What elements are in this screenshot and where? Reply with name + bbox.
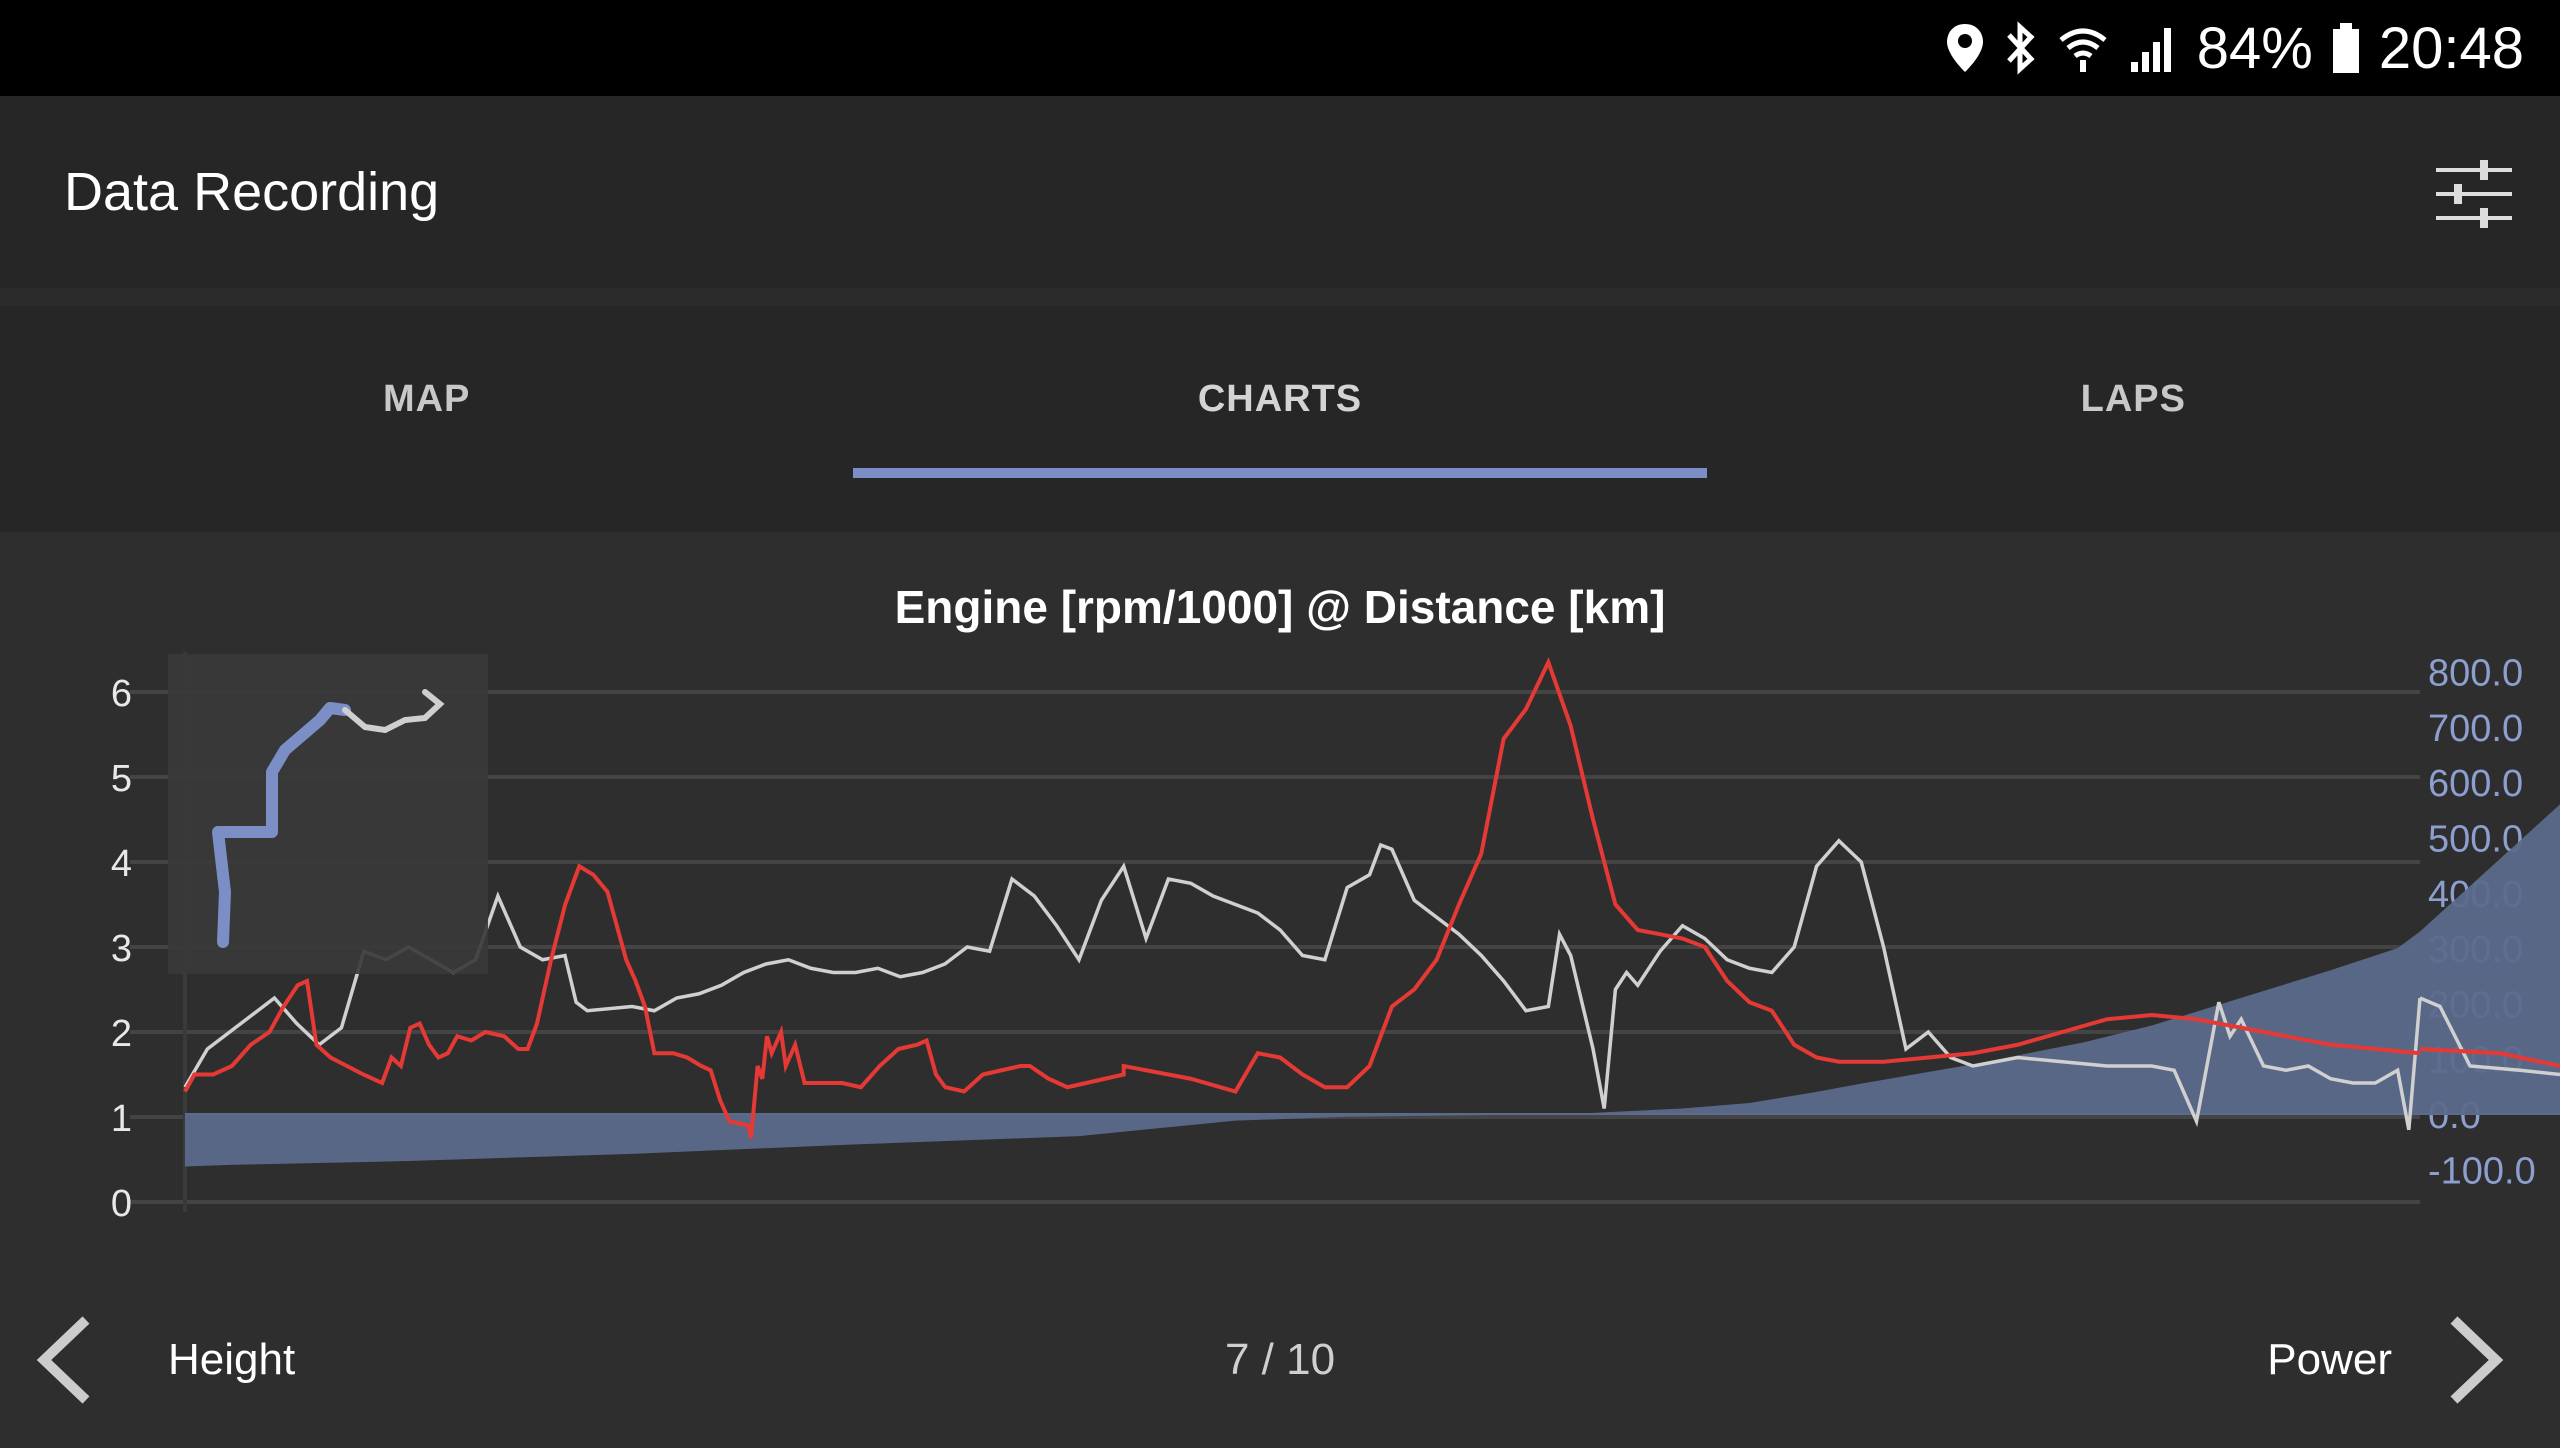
tab-map[interactable]: MAP [0,306,853,532]
wifi-icon [2059,28,2107,72]
tab-laps[interactable]: LAPS [1707,306,2560,532]
active-tab-indicator [853,468,1707,478]
chart-title: Engine [rpm/1000] @ Distance [km] [894,581,1666,633]
left-tick-label: 3 [111,928,132,970]
filter-sliders-icon [2436,160,2512,228]
track-minimap-remaining [342,689,445,734]
tab-map-label: MAP [382,378,471,420]
chevron-right-icon [2450,1316,2504,1404]
left-tick-label: 5 [111,758,132,800]
filter-settings-button[interactable] [2432,152,2516,236]
track-minimap-traveled [212,702,351,948]
right-tick-label: 800.0 [2428,653,2523,695]
engine-line-tail [2419,1047,2560,1068]
left-tick-label: 2 [111,1013,132,1055]
location-icon [1946,24,1983,72]
previous-chart-button[interactable] [30,1312,100,1408]
battery-percent: 84% [2196,15,2313,81]
height-area-series [185,804,2560,1167]
left-tick-label: 4 [111,843,132,885]
bluetooth-icon [2006,21,2035,75]
app-bar-divider [0,288,2560,306]
left-tick-label: 1 [111,1098,132,1140]
engine-chart[interactable]: 0123456800.0700.0600.0500.0400.0300.0200… [0,532,2560,1272]
chart-pager: Height 7 / 10 Power [0,1272,2560,1440]
battery-icon [2332,23,2359,73]
page-title: Data Recording [64,162,440,222]
tab-charts-label: CHARTS [1197,378,1363,420]
cell-signal-icon [2130,28,2171,72]
left-tick-label: 6 [111,673,132,715]
left-tick-label: 0 [111,1183,132,1225]
app-bar: Data Recording [0,96,2560,288]
clock: 20:48 [2378,15,2524,81]
right-tick-label: 700.0 [2428,708,2523,750]
right-tick-label: 600.0 [2428,763,2523,805]
tab-charts[interactable]: CHARTS [853,306,1707,532]
status-icons: 84% 20:48 [1945,0,2524,96]
chevron-left-icon [36,1316,90,1404]
chart-panel[interactable]: 0123456800.0700.0600.0500.0400.0300.0200… [0,532,2560,1272]
status-bar: 84% 20:48 [0,0,2560,96]
tab-laps-label: LAPS [2080,378,2186,420]
next-chart-label[interactable]: Power [2267,1335,2392,1384]
previous-chart-label[interactable]: Height [168,1335,296,1384]
speed-line-tail [2419,996,2560,1077]
speed-line-series [183,838,2422,1131]
engine-line-series [183,657,2421,1139]
page-indicator: 7 / 10 [1224,1335,1336,1384]
next-chart-button[interactable] [2440,1312,2510,1408]
right-tick-label: -100.0 [2428,1150,2536,1192]
tab-bar: MAP CHARTS LAPS [0,306,2560,532]
